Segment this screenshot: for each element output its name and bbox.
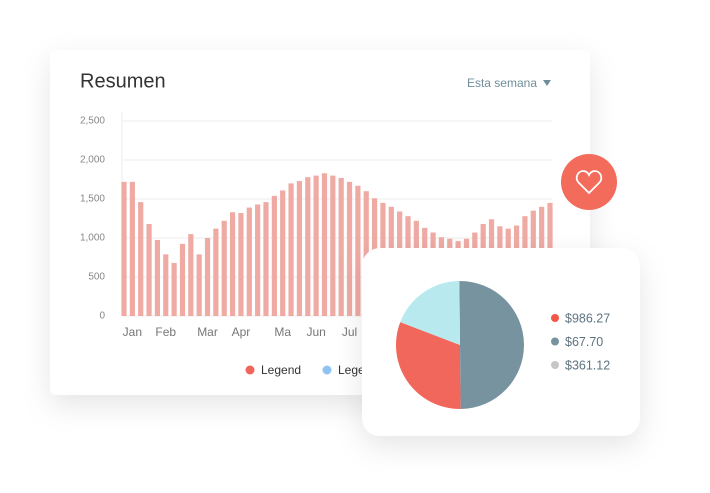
dropdown[interactable]: Esta semana xyxy=(467,76,537,90)
y-tick-label: 0 xyxy=(99,311,105,322)
bar xyxy=(221,220,227,316)
bar xyxy=(296,181,303,316)
legend-label: $67.70 xyxy=(565,335,603,349)
legend-label: $986.27 xyxy=(565,311,610,325)
bar xyxy=(121,181,127,316)
bar xyxy=(171,262,177,316)
y-tick-label: 2,500 xyxy=(80,116,105,127)
legend-marker xyxy=(551,337,559,346)
legend-label: Legend xyxy=(261,363,301,377)
bar xyxy=(229,212,236,316)
legend-marker xyxy=(322,365,332,375)
legend-label: $361.12 xyxy=(565,358,610,372)
x-tick-label: Apr xyxy=(232,325,251,339)
bar xyxy=(288,183,294,316)
card-title: Resumen xyxy=(80,70,166,92)
bar xyxy=(346,181,353,316)
bar xyxy=(196,254,202,316)
bar xyxy=(138,202,144,316)
bar xyxy=(338,177,344,316)
bar xyxy=(179,243,186,316)
y-tick-label: 1,500 xyxy=(80,194,105,205)
bar xyxy=(154,239,161,316)
y-tick-label: 500 xyxy=(88,272,105,283)
pie-card: $986.27 $67.70 $361.12 xyxy=(362,248,640,436)
x-tick-label: Ma xyxy=(274,325,291,339)
bar xyxy=(363,191,369,316)
bar xyxy=(321,173,328,316)
y-tick-label: 2,000 xyxy=(80,155,105,166)
heart-icon[interactable] xyxy=(575,170,603,195)
bar xyxy=(246,207,252,316)
bar xyxy=(129,181,135,316)
bar xyxy=(355,185,361,316)
pie-slice xyxy=(400,281,460,345)
bar xyxy=(146,223,152,316)
legend-marker xyxy=(551,314,559,322)
x-tick-label: Jan xyxy=(123,325,142,339)
like-button[interactable] xyxy=(561,154,617,210)
bar xyxy=(313,175,319,316)
bar xyxy=(163,254,169,316)
pie-slice xyxy=(459,281,524,409)
x-tick-label: Mar xyxy=(197,325,218,339)
x-tick-label: Feb xyxy=(155,325,176,339)
bar xyxy=(280,190,286,316)
pie-slice xyxy=(396,322,461,409)
bar xyxy=(330,175,336,316)
legend-marker xyxy=(551,361,559,369)
bar xyxy=(305,177,311,316)
x-tick-label: Jul xyxy=(342,325,357,339)
bar xyxy=(188,234,194,316)
bar xyxy=(204,238,211,316)
x-tick-label: Jun xyxy=(306,325,325,339)
y-tick-label: 1,000 xyxy=(80,233,105,244)
bar xyxy=(271,195,277,316)
bar xyxy=(213,228,219,316)
bar xyxy=(255,204,261,316)
bar xyxy=(263,202,269,316)
bar xyxy=(238,213,244,316)
legend-marker xyxy=(245,365,255,375)
dropdown-arrow[interactable] xyxy=(543,80,551,86)
